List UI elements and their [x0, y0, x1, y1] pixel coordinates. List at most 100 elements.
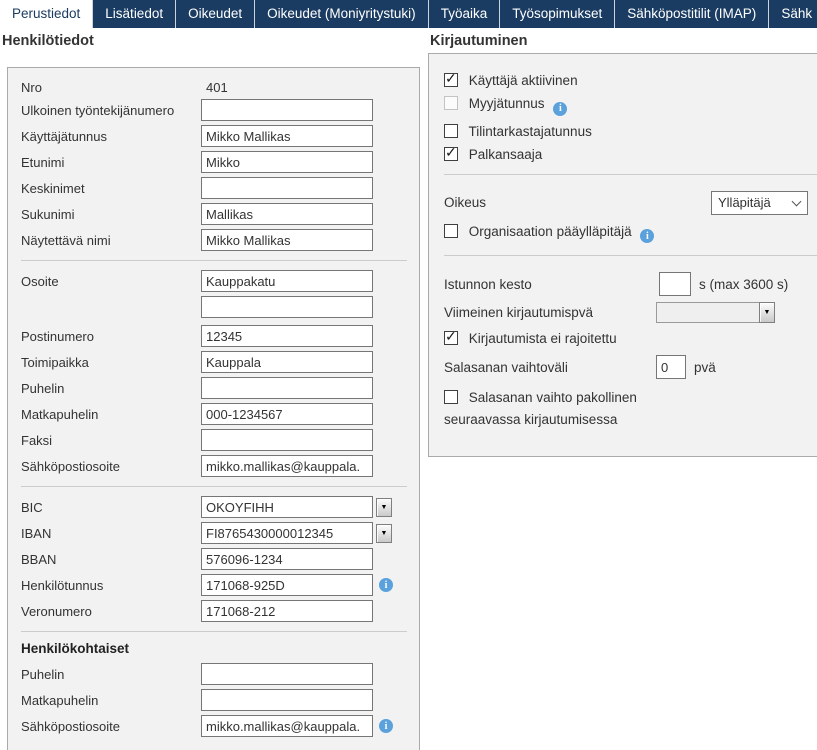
- istunnon-kesto-suffix: s (max 3600 s): [699, 276, 789, 292]
- info-icon[interactable]: i: [640, 229, 655, 243]
- myyjatunnus-checkbox: [444, 96, 458, 110]
- kayttajatunnus-input[interactable]: [201, 125, 373, 147]
- kayttaja-aktiivinen-label: Käyttäjä aktiivinen: [468, 73, 578, 88]
- henkilotunnus-input[interactable]: [201, 574, 373, 596]
- kayttaja-aktiivinen-checkbox[interactable]: [444, 70, 458, 87]
- puhelin-input[interactable]: [201, 377, 373, 399]
- field-toimipaikka: Toimipaikka: [21, 351, 419, 373]
- veronumero-input[interactable]: [201, 600, 373, 622]
- tab-tyoaika[interactable]: Työaika: [429, 0, 501, 28]
- nro-value: 401: [206, 80, 228, 95]
- bic-input[interactable]: [201, 496, 373, 518]
- divider: [21, 486, 407, 487]
- toimipaikka-label: Toimipaikka: [21, 354, 89, 370]
- tab-oikeudet[interactable]: Oikeudet: [176, 0, 256, 28]
- login-panel: Käyttäjä aktiivinen Myyjätunnus i Tilint…: [428, 53, 817, 458]
- iban-dropdown-arrow-button[interactable]: ▼: [376, 523, 392, 543]
- istunnon-kesto-label: Istunnon kesto: [444, 276, 532, 292]
- osoite-input-1[interactable]: [201, 270, 373, 292]
- toimipaikka-input[interactable]: [201, 351, 373, 373]
- personal-sahkopostiosoite-input[interactable]: [201, 715, 373, 737]
- field-etunimi: Etunimi: [21, 151, 419, 173]
- viimeinen-kirjautumispva-field: [656, 302, 759, 323]
- personal-puhelin-label: Puhelin: [21, 666, 65, 682]
- puhelin-label: Puhelin: [21, 380, 65, 396]
- naytettava-nimi-input[interactable]: [201, 229, 373, 251]
- bban-label: BBAN: [21, 551, 57, 567]
- naytettava-nimi-label: Näytettävä nimi: [21, 232, 111, 248]
- personal-sahkopostiosoite-label: Sähköpostiosoite: [21, 718, 121, 734]
- osoite-input-2[interactable]: [201, 296, 373, 318]
- person-heading: Henkilötiedot: [2, 33, 94, 49]
- divider: [21, 631, 407, 632]
- oikeus-select-wrap: Ylläpitäjä: [711, 190, 808, 215]
- faksi-input[interactable]: [201, 429, 373, 451]
- login-column: Kirjautuminen Käyttäjä aktiivinen Myyjät…: [428, 28, 817, 750]
- keskinimet-input[interactable]: [201, 177, 373, 199]
- matkapuhelin-label: Matkapuhelin: [21, 406, 99, 422]
- field-personal-matkapuhelin: Matkapuhelin: [21, 689, 419, 711]
- palkansaaja-label: Palkansaaja: [468, 146, 543, 162]
- checkbox-row-kayttaja-aktiivinen: Käyttäjä aktiivinen: [444, 70, 817, 88]
- divider: [444, 173, 817, 175]
- field-kayttajatunnus: Käyttäjätunnus: [21, 125, 419, 147]
- istunnon-kesto-input[interactable]: [659, 272, 691, 296]
- field-istunnon-kesto: Istunnon kesto s (max 3600 s): [444, 272, 817, 296]
- info-icon[interactable]: i: [553, 101, 568, 116]
- personal-puhelin-input[interactable]: [201, 663, 373, 685]
- viimeinen-kirjautumispva-label: Viimeinen kirjautumispvä: [444, 305, 594, 320]
- bic-label: BIC: [21, 499, 43, 515]
- salasanan-vaihto-pakollinen-checkbox[interactable]: [444, 390, 458, 404]
- ulkoinen-input[interactable]: [201, 99, 373, 121]
- kirjautumista-ei-rajoitettu-label: Kirjautumista ei rajoitettu: [468, 331, 617, 346]
- kirjautumista-ei-rajoitettu-checkbox[interactable]: [444, 328, 458, 345]
- bic-dropdown-arrow-button[interactable]: ▼: [376, 497, 392, 517]
- bban-input[interactable]: [201, 548, 373, 570]
- postinumero-input[interactable]: [201, 325, 373, 347]
- salasanan-vaihtovali-input[interactable]: [656, 355, 686, 379]
- divider: [21, 260, 407, 261]
- tab-perustiedot[interactable]: Perustiedot: [0, 0, 94, 28]
- sukunimi-input[interactable]: [201, 203, 373, 225]
- field-salasanan-vaihtovali: Salasanan vaihtoväli pvä: [444, 355, 817, 379]
- tab-sahkoposti-partial[interactable]: Sähk: [781, 6, 813, 21]
- arrow-down-icon: ▼: [380, 529, 388, 537]
- tab-sahkopostitilit-imap[interactable]: Sähköpostitilit (IMAP): [615, 0, 770, 28]
- info-icon[interactable]: i: [379, 578, 393, 592]
- iban-input[interactable]: [201, 522, 373, 544]
- faksi-label: Faksi: [21, 432, 53, 448]
- tilintarkastajatunnus-checkbox[interactable]: [444, 123, 458, 138]
- field-oikeus: Oikeus Ylläpitäjä: [444, 190, 817, 215]
- field-henkilotunnus: Henkilötunnus i: [21, 574, 419, 596]
- tab-lisatiedot[interactable]: Lisätiedot: [93, 0, 177, 28]
- field-faksi: Faksi: [21, 429, 419, 451]
- etunimi-input[interactable]: [201, 151, 373, 173]
- postinumero-label: Postinumero: [21, 328, 94, 344]
- field-personal-sahkopostiosoite: Sähköpostiosoite i: [21, 715, 419, 737]
- field-matkapuhelin: Matkapuhelin: [21, 403, 419, 425]
- tilintarkastajatunnus-label: Tilintarkastajatunnus: [468, 123, 592, 139]
- sahkopostiosoite-input[interactable]: [201, 455, 373, 477]
- field-personal-puhelin: Puhelin: [21, 663, 419, 685]
- tab-oikeudet-moniyritystuki[interactable]: Oikeudet (Moniyritystuki): [255, 0, 429, 28]
- org-paayllapitaja-checkbox[interactable]: [444, 223, 458, 238]
- viimeinen-kirjautumispva-dropdown-arrow-button[interactable]: ▼: [759, 302, 775, 323]
- info-icon[interactable]: i: [379, 719, 393, 733]
- matkapuhelin-input[interactable]: [201, 403, 373, 425]
- sahkopostiosoite-label: Sähköpostiosoite: [21, 458, 121, 474]
- sukunimi-label: Sukunimi: [21, 206, 75, 222]
- personal-matkapuhelin-label: Matkapuhelin: [21, 692, 99, 708]
- myyjatunnus-label: Myyjätunnus: [468, 96, 545, 111]
- viimeinen-kirjautumispva-combo: ▼: [656, 302, 775, 323]
- personal-matkapuhelin-input[interactable]: [201, 689, 373, 711]
- tab-tyosopimukset[interactable]: Työsopimukset: [500, 0, 616, 28]
- palkansaaja-checkbox[interactable]: [444, 144, 458, 161]
- nro-label: Nro: [21, 80, 42, 95]
- salasanan-vaihtovali-suffix: pvä: [694, 359, 716, 375]
- oikeus-select[interactable]: Ylläpitäjä: [711, 190, 808, 215]
- checkbox-row-salasanan-vaihto-pakollinen: Salasanan vaihto pakollinen seuraavassa …: [444, 387, 689, 430]
- field-iban: IBAN ▼: [21, 522, 419, 544]
- org-paayllapitaja-label: Organisaation pääylläpitäjä: [468, 223, 632, 239]
- person-column: Henkilötiedot Nro 401 Ulkoinen työntekij…: [0, 28, 428, 750]
